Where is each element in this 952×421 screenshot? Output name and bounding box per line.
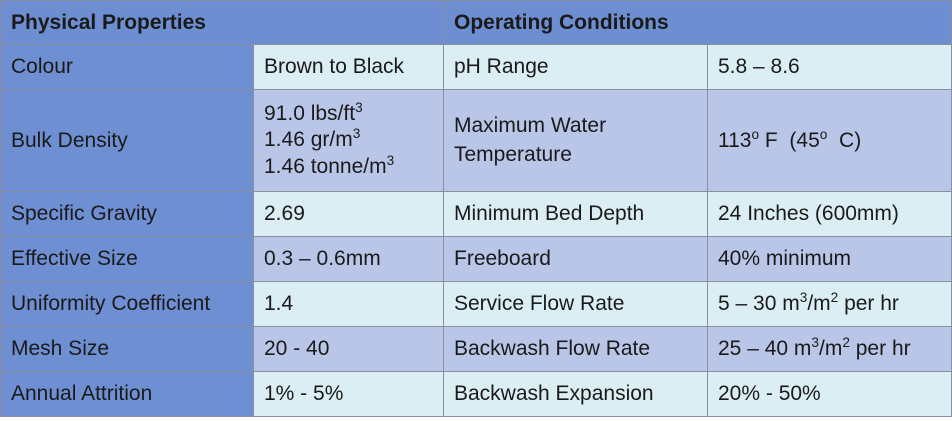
property-label: Mesh Size	[0, 326, 254, 372]
table-row: Specific Gravity 2.69 Minimum Bed Depth …	[0, 191, 952, 237]
operating-conditions-header: Operating Conditions	[443, 0, 952, 45]
property-value: 1.4	[253, 281, 444, 327]
condition-value: 40% minimum	[707, 236, 952, 282]
property-value: 1% - 5%	[253, 371, 444, 417]
condition-value: 25 – 40 m3/m2 per hr	[707, 326, 952, 372]
property-label: Uniformity Coefficient	[0, 281, 254, 327]
property-value: 0.3 – 0.6mm	[253, 236, 444, 282]
physical-properties-header: Physical Properties	[0, 0, 444, 45]
condition-value: 24 Inches (600mm)	[707, 191, 952, 237]
property-label: Bulk Density	[0, 89, 254, 192]
condition-label: pH Range	[443, 44, 708, 90]
table-row: Bulk Density 91.0 lbs/ft3 1.46 gr/m3 1.4…	[0, 89, 952, 192]
condition-label: Backwash Expansion	[443, 371, 708, 417]
table-row: Mesh Size 20 - 40 Backwash Flow Rate 25 …	[0, 326, 952, 372]
table-row: Uniformity Coefficient 1.4 Service Flow …	[0, 281, 952, 327]
table-header-row: Physical Properties Operating Conditions	[0, 0, 952, 45]
condition-label: Maximum Water Temperature	[443, 89, 708, 192]
condition-value: 20% - 50%	[707, 371, 952, 417]
property-label: Colour	[0, 44, 254, 90]
condition-label: Service Flow Rate	[443, 281, 708, 327]
property-label: Specific Gravity	[0, 191, 254, 237]
table-row: Colour Brown to Black pH Range 5.8 – 8.6	[0, 44, 952, 90]
property-value: 91.0 lbs/ft3 1.46 gr/m3 1.46 tonne/m3	[253, 89, 444, 192]
condition-label: Minimum Bed Depth	[443, 191, 708, 237]
bulk-density-line: 1.46 tonne/m3	[264, 152, 395, 178]
table-row: Annual Attrition 1% - 5% Backwash Expans…	[0, 371, 952, 417]
condition-label: Backwash Flow Rate	[443, 326, 708, 372]
property-value: 2.69	[253, 191, 444, 237]
property-value: 20 - 40	[253, 326, 444, 372]
condition-value: 113o F (45o C)	[707, 89, 952, 192]
condition-value: 5 – 30 m3/m2 per hr	[707, 281, 952, 327]
condition-value: 5.8 – 8.6	[707, 44, 952, 90]
condition-label: Freeboard	[443, 236, 708, 282]
property-label: Annual Attrition	[0, 371, 254, 417]
property-label: Effective Size	[0, 236, 254, 282]
table-row: Effective Size 0.3 – 0.6mm Freeboard 40%…	[0, 236, 952, 282]
bulk-density-line: 1.46 gr/m3	[264, 126, 361, 152]
bulk-density-line: 91.0 lbs/ft3	[264, 100, 363, 126]
property-value: Brown to Black	[253, 44, 444, 90]
